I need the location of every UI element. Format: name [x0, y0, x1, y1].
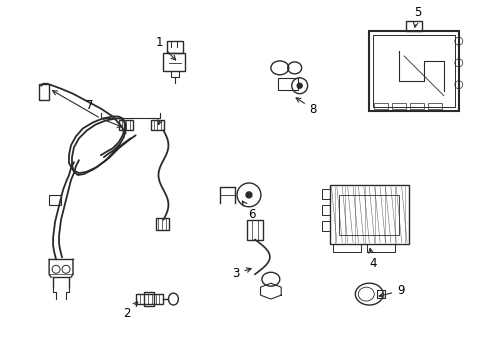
- Bar: [321, 221, 329, 231]
- Text: 8: 8: [296, 98, 316, 116]
- Text: 1: 1: [155, 36, 175, 60]
- Bar: [373, 103, 387, 109]
- Text: 3: 3: [232, 267, 251, 280]
- Bar: [376, 290, 385, 298]
- Bar: [155, 218, 169, 230]
- Bar: [321, 189, 329, 199]
- Bar: [333, 244, 361, 252]
- Bar: [246, 220, 263, 239]
- Bar: [167, 41, 183, 53]
- Bar: [409, 103, 423, 109]
- Bar: [49, 195, 61, 205]
- Bar: [143, 292, 153, 306]
- Bar: [119, 121, 132, 130]
- Text: 7: 7: [86, 99, 93, 112]
- Bar: [427, 103, 441, 109]
- Bar: [150, 121, 164, 130]
- Bar: [368, 31, 458, 111]
- Text: 2: 2: [122, 302, 138, 320]
- Bar: [39, 84, 49, 100]
- Bar: [277, 78, 297, 90]
- Bar: [391, 103, 405, 109]
- Text: 4: 4: [368, 248, 376, 270]
- Circle shape: [245, 192, 251, 198]
- Circle shape: [297, 83, 302, 88]
- Text: 9: 9: [378, 284, 404, 297]
- Bar: [163, 53, 185, 71]
- Text: 5: 5: [413, 6, 421, 27]
- Bar: [329, 185, 408, 244]
- Bar: [372, 35, 454, 107]
- Bar: [339, 195, 398, 235]
- Bar: [321, 205, 329, 215]
- Bar: [366, 244, 394, 252]
- Text: 6: 6: [242, 201, 255, 221]
- Bar: [405, 21, 421, 31]
- Bar: [135, 294, 163, 304]
